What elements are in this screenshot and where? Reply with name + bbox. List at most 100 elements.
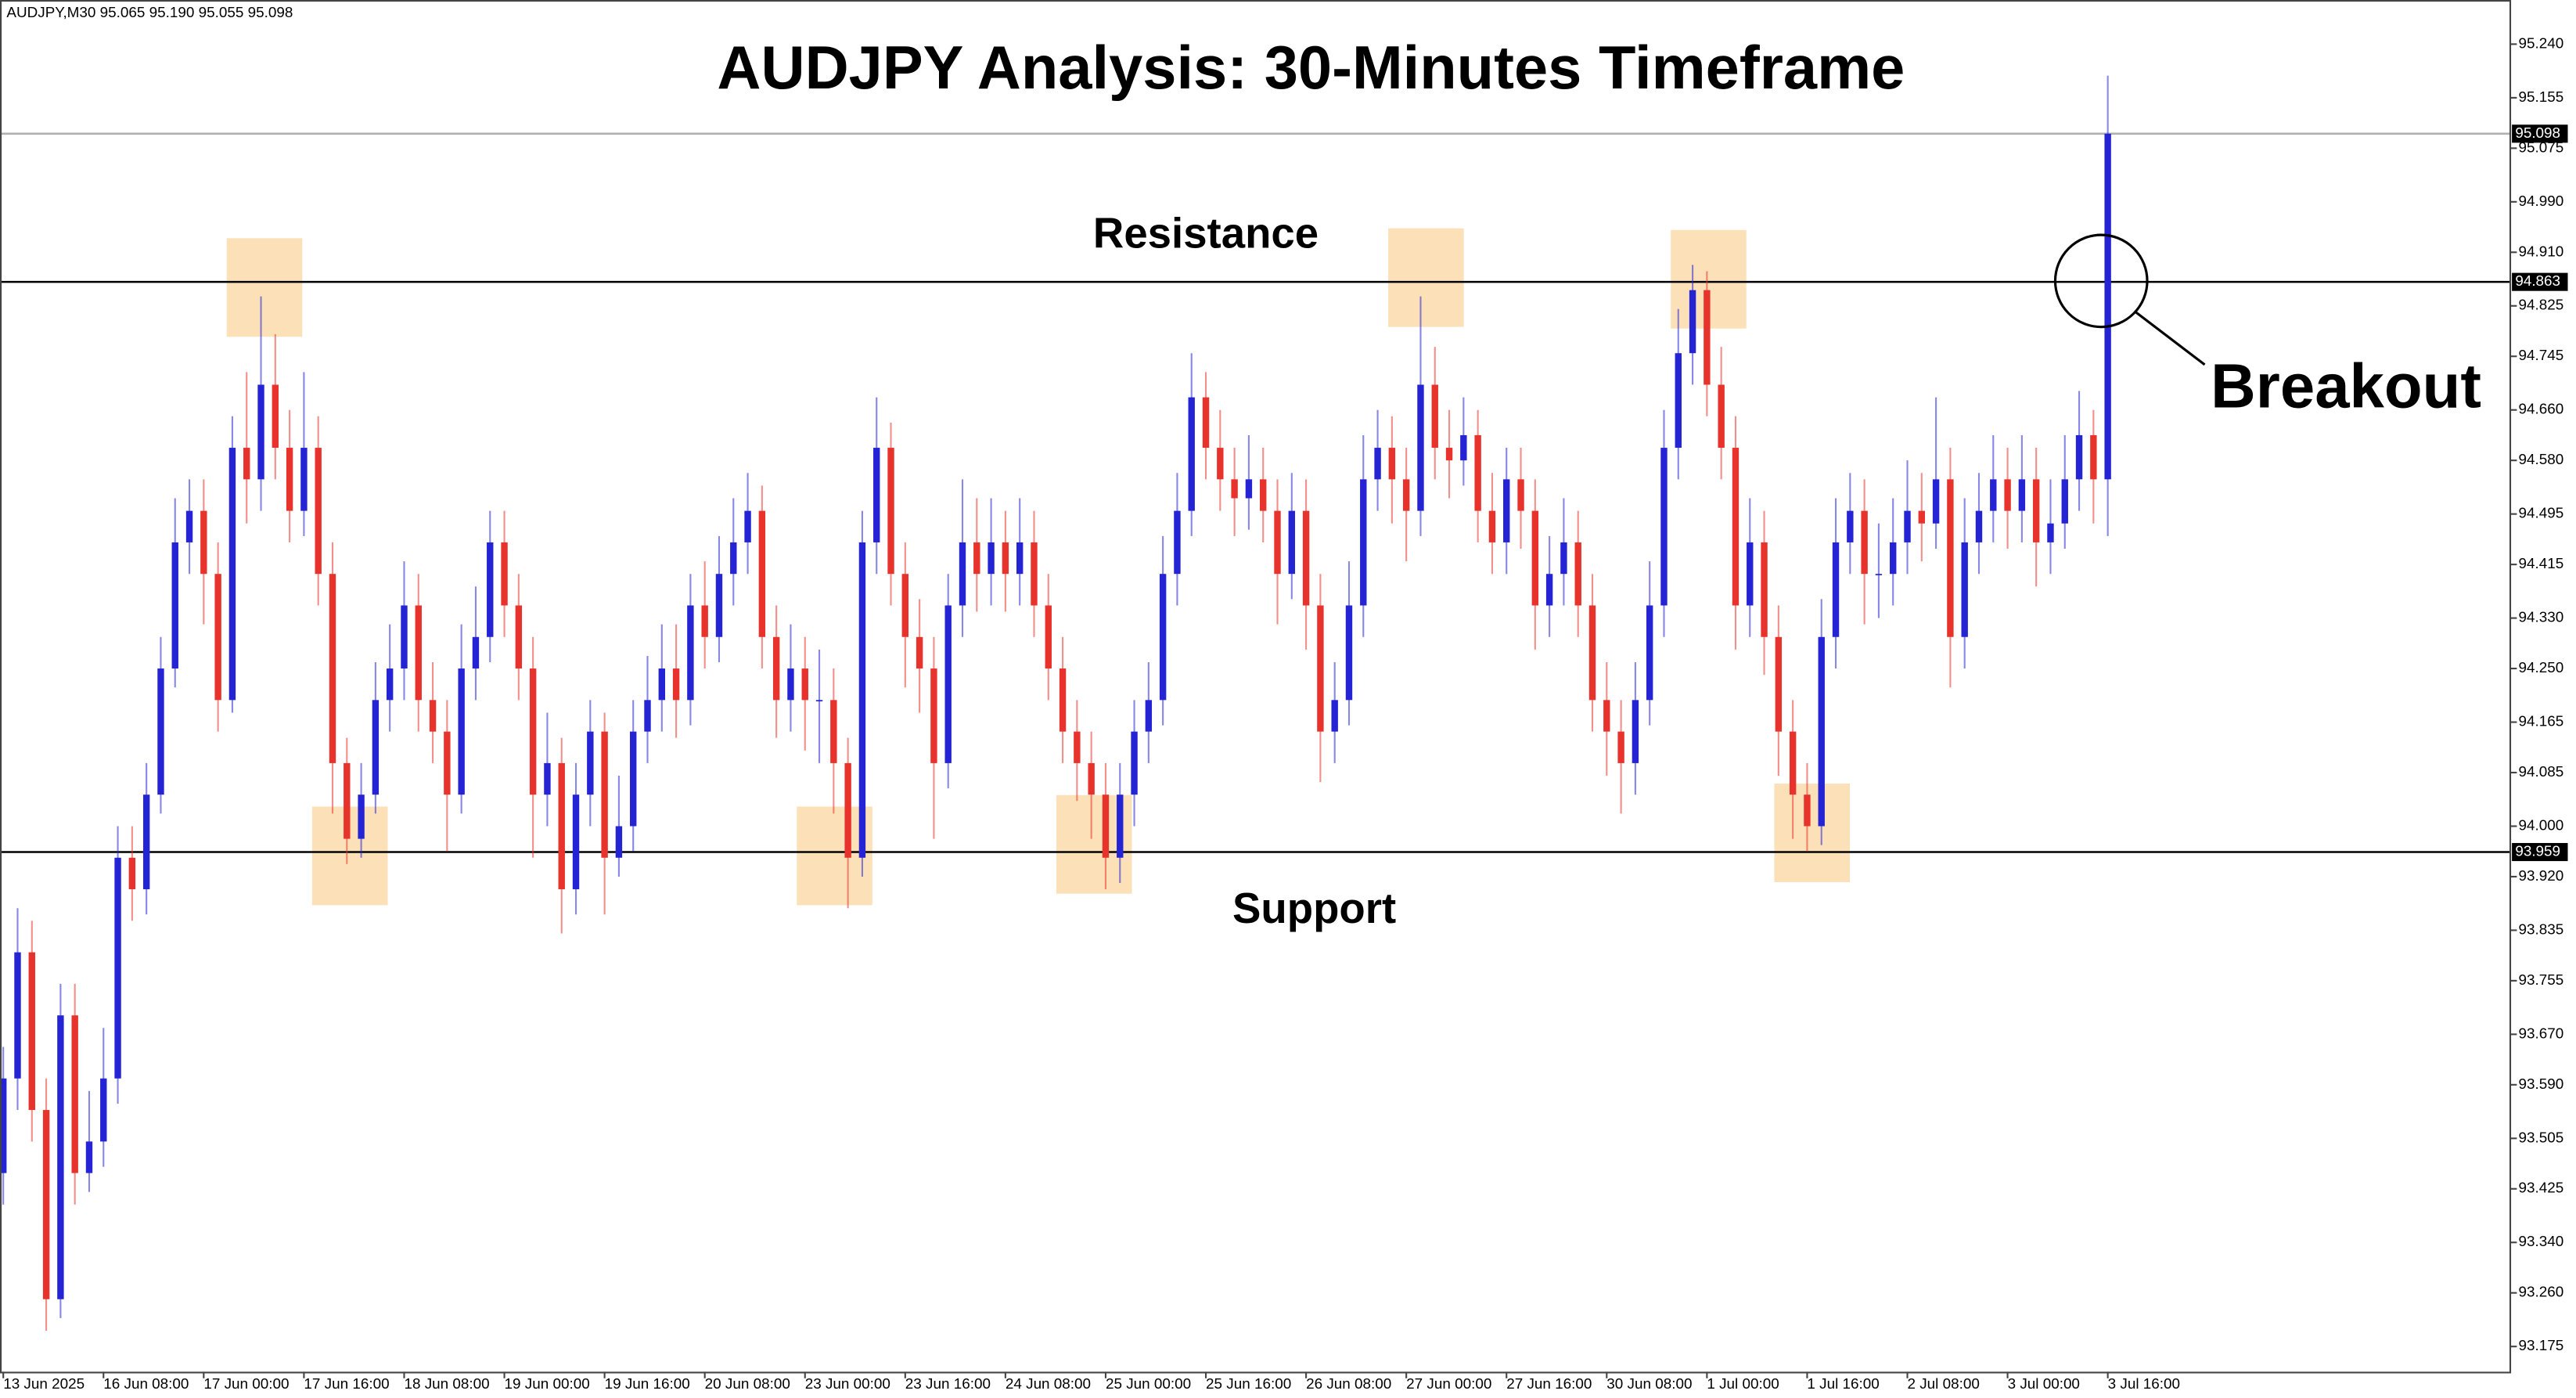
y-tick-label: 94.660: [2519, 402, 2564, 418]
candle-body: [715, 574, 723, 637]
candle-body: [2075, 434, 2083, 480]
candle-body: [815, 700, 823, 702]
candle-body: [544, 762, 551, 795]
candle-body: [372, 700, 380, 795]
x-tick-label: 1 Jul 00:00: [1707, 1376, 1779, 1393]
x-tick-label: 19 Jun 00:00: [505, 1376, 590, 1393]
candle-body: [1417, 384, 1424, 511]
candle-body: [1317, 605, 1324, 732]
candle-body: [587, 731, 594, 795]
x-tick-label: 16 Jun 08:00: [103, 1376, 189, 1393]
candle-body: [243, 448, 250, 480]
x-tick-label: 26 Jun 08:00: [1306, 1376, 1391, 1393]
y-tick-label: 94.165: [2519, 714, 2564, 730]
candle-body: [185, 510, 193, 542]
x-tick-label: 25 Jun 00:00: [1106, 1376, 1191, 1393]
symbol-info: AUDJPY,M30 95.065 95.190 95.055 95.098: [6, 5, 293, 21]
candle-body: [501, 542, 508, 606]
support-price-label: 93.959: [2515, 844, 2560, 860]
candle-body: [42, 1110, 50, 1299]
candle-body: [658, 668, 665, 701]
x-tick-label: 17 Jun 00:00: [203, 1376, 289, 1393]
candle-body: [2047, 523, 2054, 542]
y-tick-label: 94.745: [2519, 348, 2564, 364]
x-tick-label: 19 Jun 16:00: [605, 1376, 690, 1393]
breakout-label: Breakout: [2211, 351, 2481, 421]
candle-body: [1431, 384, 1438, 449]
y-tick-label: 93.835: [2519, 921, 2564, 938]
candle-body: [988, 542, 995, 575]
candle-body: [1345, 605, 1353, 701]
x-tick-label: 2 Jul 08:00: [1908, 1376, 1980, 1393]
candle-body: [344, 762, 351, 839]
candle-body: [1732, 448, 1740, 606]
candle-body: [973, 542, 980, 575]
candle-body: [1890, 542, 1897, 575]
candle-body: [2061, 479, 2068, 524]
candle-body: [2018, 479, 2026, 511]
candle-body: [2090, 434, 2097, 480]
candle-body: [1804, 794, 1811, 827]
candle-body: [1632, 700, 1639, 763]
candle-body: [1131, 731, 1138, 795]
candle-body: [315, 448, 322, 575]
candle-body: [2004, 479, 2011, 511]
candle-body: [1646, 605, 1653, 701]
y-tick-label: 93.590: [2519, 1076, 2564, 1093]
x-tick-label: 25 Jun 16:00: [1206, 1376, 1291, 1393]
candle-body: [329, 574, 336, 763]
candle-body: [1517, 479, 1524, 511]
candle-body: [687, 605, 694, 701]
candle-body: [844, 762, 851, 858]
y-tick-label: 94.495: [2519, 506, 2564, 522]
candle-body: [1117, 794, 1124, 858]
last_price-price-label: 95.098: [2515, 125, 2560, 142]
candle-body: [515, 605, 523, 669]
candle-body: [1188, 397, 1195, 511]
y-tick-label: 94.000: [2519, 817, 2564, 834]
y-tick-label: 93.920: [2519, 868, 2564, 885]
y-tick-label: 93.755: [2519, 972, 2564, 989]
resistance-label: Resistance: [1093, 210, 1319, 258]
candle-body: [1704, 290, 1711, 385]
y-tick-label: 93.260: [2519, 1285, 2564, 1301]
candle-body: [1832, 542, 1840, 637]
candle-body: [85, 1141, 93, 1173]
x-tick-label: 27 Jun 00:00: [1406, 1376, 1491, 1393]
candle-body: [228, 448, 236, 701]
candle-body: [1302, 510, 1310, 606]
candle-body: [830, 700, 837, 763]
candle-body: [644, 700, 651, 732]
candle-body: [1747, 542, 1754, 606]
y-tick-label: 94.580: [2519, 452, 2564, 468]
candle-body: [630, 731, 637, 827]
candle-body: [1174, 510, 1181, 575]
candle-body: [873, 448, 880, 542]
resistance-price-label: 94.863: [2515, 273, 2560, 290]
candle-body: [701, 605, 708, 637]
candle-body: [916, 636, 923, 669]
last_price-price-box: [2512, 124, 2568, 143]
candle-body: [14, 952, 21, 1079]
candle-body: [901, 574, 909, 637]
candle-body: [1861, 510, 1868, 575]
candle-body: [1074, 731, 1081, 763]
candle-body: [57, 1015, 64, 1299]
candle-body: [1789, 731, 1797, 795]
candle-body: [1374, 448, 1381, 480]
candle-body: [1474, 434, 1481, 511]
candle-body: [472, 636, 480, 669]
plot-frame: [0, 0, 2512, 1374]
candle-body: [2104, 133, 2111, 480]
y-tick-label: 93.425: [2519, 1180, 2564, 1197]
y-tick-label: 94.825: [2519, 297, 2564, 314]
candle-body: [200, 510, 207, 575]
candle-body: [415, 605, 422, 701]
x-tick-label: 1 Jul 16:00: [1807, 1376, 1879, 1393]
y-tick-label: 93.670: [2519, 1025, 2564, 1042]
y-tick-label: 94.415: [2519, 556, 2564, 572]
chart-title: AUDJPY Analysis: 30-Minutes Timeframe: [717, 34, 1905, 102]
candle-body: [1675, 353, 1682, 449]
candle-body: [572, 794, 580, 890]
candle-body: [1918, 510, 1926, 524]
